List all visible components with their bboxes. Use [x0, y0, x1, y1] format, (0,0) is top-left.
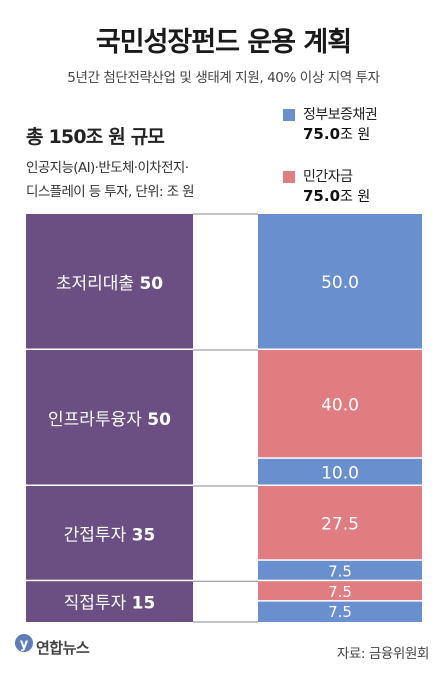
page-title: 국민성장펀드 운용 계획	[95, 27, 352, 58]
legend-swatch-private	[283, 171, 295, 183]
funding-segment	[258, 458, 422, 485]
category-value: 35	[132, 526, 156, 546]
legend-label-private: 민간자금	[303, 169, 353, 185]
funding-segment-label: 40.0	[321, 396, 359, 416]
category-value: 50	[139, 274, 163, 294]
category-bar	[26, 486, 193, 580]
category-value: 50	[147, 410, 171, 430]
funding-segment	[258, 581, 422, 601]
funding-segment-label: 50.0	[321, 273, 359, 293]
category-name: 간접투자	[64, 526, 132, 546]
legend-label-government: 정부보증채권	[303, 107, 378, 123]
description-line-1: 인공지능(AI)·반도체·이차전지·	[26, 160, 189, 176]
funding-segment	[258, 601, 422, 622]
funding-segment-label: 27.5	[321, 515, 359, 535]
legend-value-private: 75.0조 원	[303, 187, 371, 205]
funding-segment-label: 7.5	[328, 583, 352, 601]
category-value: 15	[132, 594, 156, 614]
category-name: 직접투자	[64, 594, 132, 614]
page-subtitle: 5년간 첨단전략산업 및 생태계 지원, 40% 이상 지역 투자	[67, 70, 380, 86]
source-note: 자료: 금융위원회	[336, 646, 430, 662]
funding-segment-label: 10.0	[321, 464, 359, 484]
funding-segment-label: 7.5	[328, 562, 352, 580]
category-label: 직접투자 15	[64, 594, 156, 614]
funding-segment	[258, 214, 422, 349]
funding-segment-label: 7.5	[328, 603, 352, 621]
funding-segment	[258, 486, 422, 560]
legend-value-government: 75.0조 원	[303, 125, 371, 143]
funding-segment	[258, 560, 422, 580]
funding-segment	[258, 350, 422, 458]
publisher-logo: 연합뉴스	[36, 639, 90, 657]
category-name: 인프라투융자	[48, 410, 147, 430]
category-label: 초저리대출 50	[56, 274, 163, 294]
category-label: 인프라투융자 50	[48, 410, 171, 430]
yonhap-logo-icon: y	[15, 634, 33, 652]
category-label: 간접투자 35	[64, 526, 156, 546]
category-bar	[26, 581, 193, 622]
category-name: 초저리대출	[56, 274, 140, 294]
legend-swatch-government	[283, 109, 295, 121]
category-bar	[26, 214, 193, 349]
description-line-2: 디스플레이 등 투자, 단위: 조 원	[26, 184, 195, 200]
category-bar	[26, 350, 193, 485]
svg-text:y: y	[20, 637, 29, 652]
total-size: 총 150조 원 규모	[26, 126, 165, 148]
